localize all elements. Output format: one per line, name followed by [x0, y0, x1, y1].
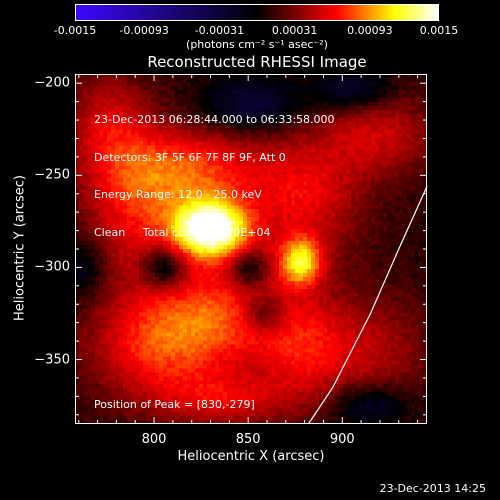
colorbar	[75, 4, 439, 21]
colorbar-tick-label: 0.0015	[419, 24, 459, 37]
annotation-energy-range: Energy Range: 12.0 - 25.0 keV	[94, 188, 262, 201]
colorbar-tick-label: -0.00093	[119, 24, 169, 37]
colorbar-tick-label: -0.00031	[194, 24, 245, 37]
x-axis-label: Heliocentric X (arcsec)	[177, 449, 325, 464]
solar-limb-line	[307, 186, 428, 425]
y-axis-label: Heliocentric Y (arcsec)	[12, 175, 28, 321]
annotation-detectors: Detectors: 3F 5F 6F 7F 8F 9F, Att 0	[94, 150, 286, 164]
colorbar-tick-label: 0.00031	[271, 24, 318, 37]
footer-date: 23-Dec-2013 14:25	[379, 482, 486, 495]
annotation-block: 23-Dec-2013 06:28:44.000 to 06:33:58.000…	[94, 89, 335, 252]
annotation-time-range: 23-Dec-2013 06:28:44.000 to 06:33:58.000	[94, 113, 335, 126]
x-axis-tick-label: 800	[141, 432, 167, 447]
colorbar-tick-label: -0.0015	[53, 24, 97, 37]
annotation-peak-position: Position of Peak = [830,-279]	[94, 398, 255, 411]
y-axis-tick-label: −300	[34, 259, 70, 275]
x-axis-tick-label: 850	[235, 432, 261, 447]
colorbar-tick-label: 0.00093	[347, 24, 393, 37]
x-axis-tick-label: 900	[329, 432, 355, 447]
colorbar-units: (photons cm⁻² s⁻¹ asec⁻²)	[186, 38, 328, 51]
y-axis-tick-label: −250	[34, 167, 70, 183]
annotation-clean: Clean Total counts: 2.20E+04	[94, 225, 271, 239]
y-axis-tick-label: −350	[34, 352, 70, 368]
y-axis-tick-label: −200	[34, 75, 70, 91]
chart-title: Reconstructed RHESSI Image	[147, 53, 367, 71]
plot-frame	[75, 74, 427, 424]
heatmap-image	[75, 74, 427, 424]
